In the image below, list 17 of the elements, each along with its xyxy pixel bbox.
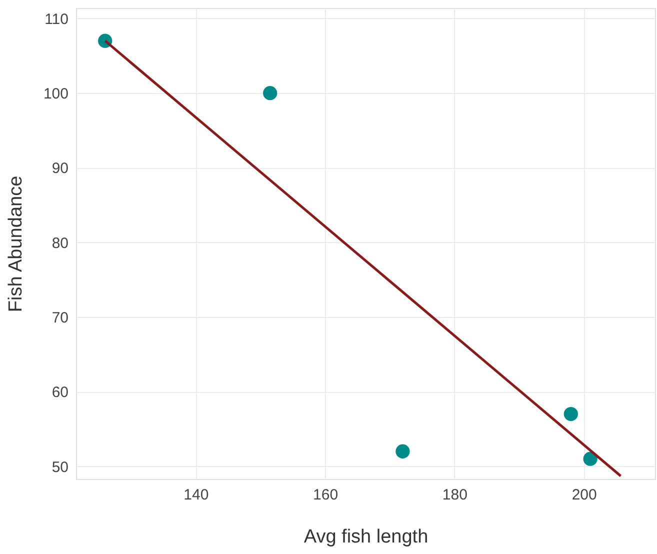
x-tick-label: 160 bbox=[313, 486, 338, 504]
x-axis-title: Avg fish length bbox=[304, 526, 428, 548]
y-tick-label: 90 bbox=[52, 160, 68, 178]
y-axis-title: Fish Abundance bbox=[5, 176, 26, 312]
point bbox=[263, 86, 278, 100]
y-tick-label: 110 bbox=[44, 10, 68, 28]
x-tick-label: 180 bbox=[442, 486, 468, 504]
point bbox=[583, 452, 598, 466]
y-tick-label: 80 bbox=[52, 234, 68, 252]
x-tick-label: 140 bbox=[184, 486, 209, 504]
y-tick-label: 50 bbox=[52, 458, 68, 476]
point bbox=[396, 444, 410, 458]
x-tick-label: 200 bbox=[572, 486, 597, 504]
y-tick-label: 70 bbox=[52, 310, 68, 327]
point bbox=[564, 407, 578, 422]
y-tick-label: 100 bbox=[43, 86, 68, 103]
y-tick-label: 60 bbox=[52, 384, 68, 402]
